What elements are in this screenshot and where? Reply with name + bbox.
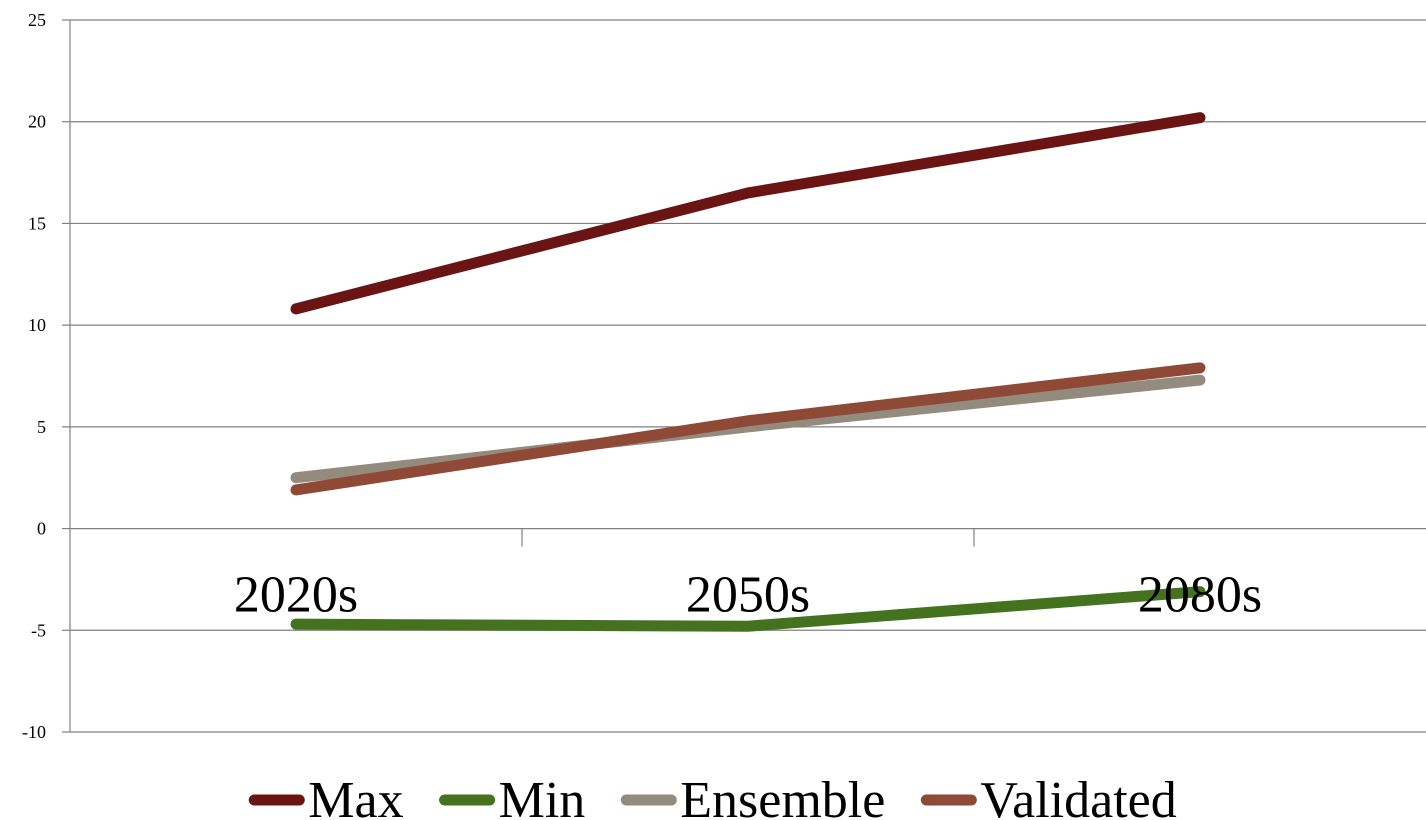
y-axis-ticks: 25 20 15 10 5 0 -5 -10 bbox=[22, 10, 70, 742]
y-tick-label: 5 bbox=[37, 417, 46, 437]
legend-label: Validated bbox=[980, 772, 1176, 820]
legend-item-validated: Validated bbox=[920, 772, 1177, 820]
x-axis-tick-marks bbox=[521, 528, 975, 547]
y-tick-label: -10 bbox=[22, 722, 46, 742]
legend: Max Min Ensemble Validated bbox=[248, 772, 1177, 820]
legend-item-max: Max bbox=[248, 772, 404, 820]
series-lines bbox=[290, 112, 1206, 632]
y-tick-label: 0 bbox=[37, 519, 46, 539]
x-tick-label: 2020s bbox=[234, 567, 358, 624]
series-line-min bbox=[290, 586, 1206, 632]
y-tick-label: 20 bbox=[28, 112, 46, 132]
x-axis-tick-labels: 2020s 2050s 2080s bbox=[234, 567, 1262, 624]
y-tick-label: 10 bbox=[28, 315, 46, 335]
series-line-ensemble bbox=[290, 374, 1206, 484]
y-tick-label: -5 bbox=[31, 620, 46, 640]
legend-label: Min bbox=[499, 772, 586, 820]
x-tick-label: 2050s bbox=[686, 567, 810, 624]
y-tick-label: 15 bbox=[28, 213, 46, 233]
x-tick-label: 2080s bbox=[1138, 567, 1262, 624]
series-line-max bbox=[290, 112, 1206, 315]
legend-item-min: Min bbox=[439, 772, 586, 820]
legend-label: Ensemble bbox=[680, 772, 885, 820]
y-tick-label: 25 bbox=[28, 10, 46, 30]
legend-label: Max bbox=[308, 772, 403, 820]
legend-item-ensemble: Ensemble bbox=[620, 772, 885, 820]
series-line-validated bbox=[290, 362, 1206, 496]
